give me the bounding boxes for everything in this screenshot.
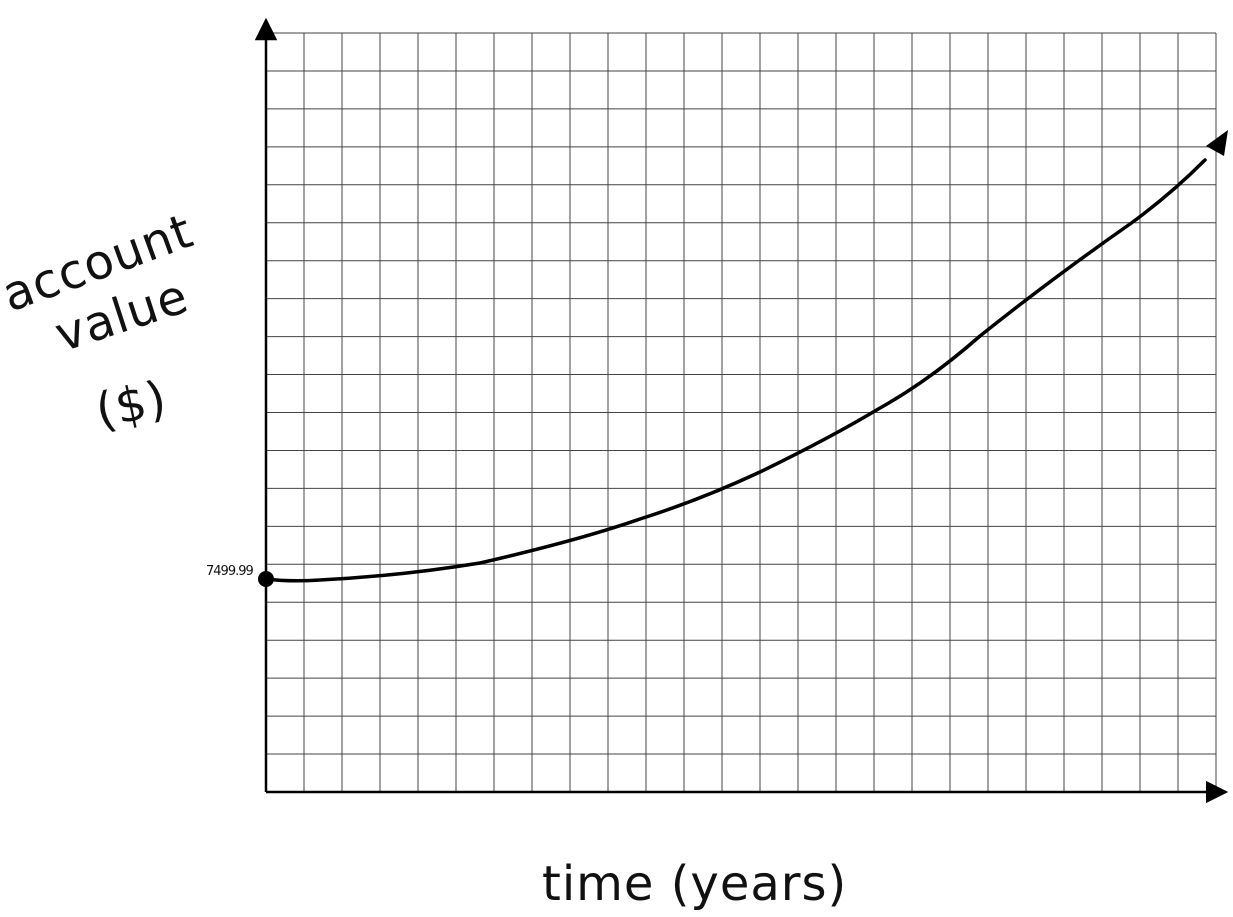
x-axis-label: time (years): [542, 856, 847, 912]
y-axis-label-line-3: ($): [91, 370, 172, 440]
growth-curve: [264, 158, 1207, 583]
grid: [266, 32, 1217, 792]
start-point-marker: [258, 571, 274, 587]
curve-arrowhead: [1206, 130, 1228, 156]
start-value-label: 7499.99: [206, 564, 253, 579]
y-axis-label: account value ($): [0, 203, 200, 440]
